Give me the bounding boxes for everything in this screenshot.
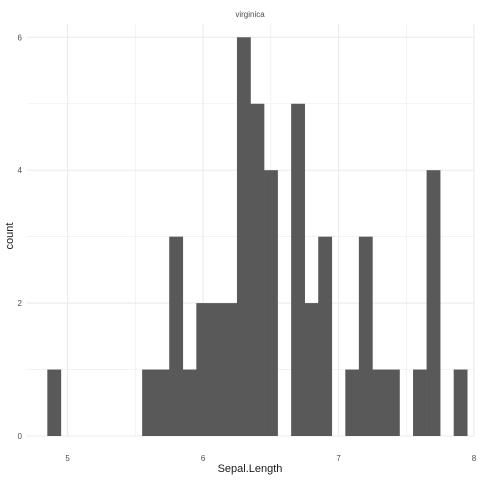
x-axis-title: Sepal.Length [218,463,283,475]
y-tick-label: 6 [18,33,23,42]
histogram-bar [413,370,427,436]
histogram-bar [210,303,224,436]
x-tick-label: 7 [336,454,341,463]
histogram-bar [427,170,441,436]
histogram-bar [454,370,468,436]
x-tick-label: 5 [65,454,70,463]
histogram-bar [196,303,210,436]
histogram-bar [359,237,373,436]
histogram-bar [386,370,400,436]
histogram-bar [251,104,265,436]
y-tick-label: 0 [18,432,23,441]
histogram-bar [345,370,359,436]
facet-strip-label: virginica [235,10,265,19]
y-tick-label: 4 [18,166,23,175]
histogram-bar [223,303,237,436]
histogram-bar [183,370,197,436]
histogram-bar [305,303,319,436]
x-tick-label: 8 [472,454,477,463]
y-tick-label: 2 [18,299,23,308]
histogram-bar [169,237,183,436]
histogram-bar [156,370,170,436]
histogram-bar [372,370,386,436]
histogram-bar [318,237,332,436]
histogram-bar [237,37,251,436]
y-axis-title: count [4,223,16,250]
histogram-bar [142,370,156,436]
x-tick-labels: 5 6 7 8 [65,454,476,463]
histogram-bar [47,370,61,436]
y-tick-labels: 0 2 4 6 [18,33,23,441]
histogram-bar [291,104,305,436]
histogram-bar [264,170,278,436]
x-tick-label: 6 [201,454,206,463]
